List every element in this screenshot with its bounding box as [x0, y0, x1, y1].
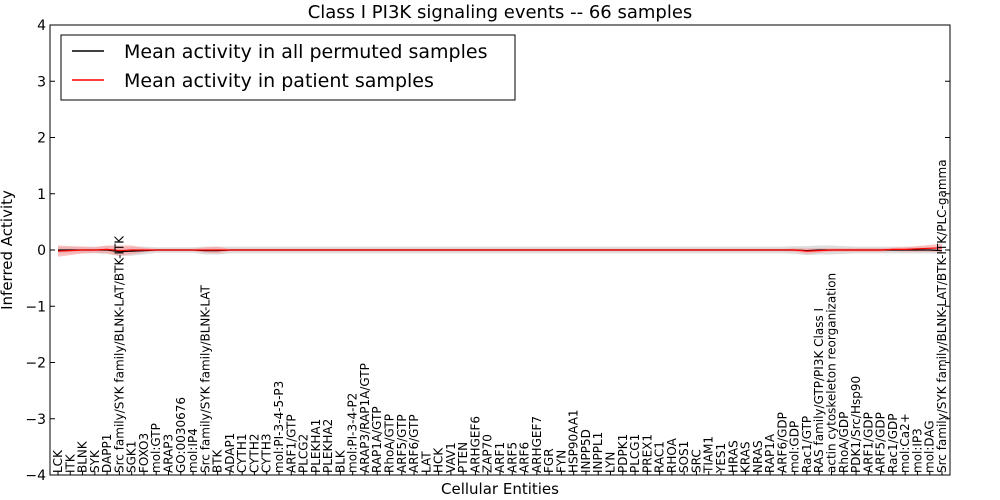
y-tick-label: −3: [25, 412, 46, 428]
plot-area: [57, 243, 943, 257]
x-tick-label: SOS1: [677, 441, 691, 473]
x-tick-label: CYTH2: [247, 434, 261, 474]
x-tick-label: TIAM1: [702, 436, 716, 474]
y-tick-label: −4: [25, 468, 46, 484]
x-tick-label: SGK1: [125, 441, 139, 473]
x-tick-label: GO:0030676: [174, 397, 188, 473]
legend: Mean activity in all permuted samples Mea…: [60, 34, 516, 101]
legend-box: [60, 34, 516, 101]
x-tick-label: FYN: [554, 450, 568, 473]
x-tick-label: Src family/SYK family/BLNK-LAT/BTK-ITK/P…: [935, 159, 949, 473]
x-tick-label: LYN: [604, 452, 618, 473]
x-tick-label: RAS family/GTP/PI3K Class I: [812, 308, 826, 473]
x-tick-label: Rac1/GDP: [886, 414, 900, 473]
x-tick-label: Src family/SYK family/BLNK-LAT/BTK-ITK: [112, 235, 126, 473]
legend-label: Mean activity in patient samples: [124, 70, 434, 92]
x-tick-label: mol:PI-3-4-P2: [346, 393, 360, 473]
x-tick-label: CYTH1: [235, 434, 249, 474]
x-tick-label: RAC1: [653, 441, 667, 473]
x-tick-label: HRAS: [726, 440, 740, 473]
x-tick-label: ARF1/GDP: [861, 412, 875, 473]
x-tick-label: ARF6/GDP: [775, 412, 789, 473]
x-tick-label: RhoA/GTP: [383, 414, 397, 473]
x-tick-label: ADAP1: [223, 433, 237, 473]
x-tick-label: PTEN: [456, 442, 470, 473]
x-tick-label: SYK: [88, 449, 102, 473]
x-tick-label: LCK: [51, 449, 65, 473]
legend-label: Mean activity in all permuted samples: [124, 41, 487, 63]
x-tick-label: PLCG1: [628, 434, 642, 473]
x-tick-label: mol:IP3: [910, 428, 924, 473]
x-tick-label: PLEKHA1: [309, 419, 323, 473]
x-tick-label: mol:Ca2+: [898, 413, 912, 473]
x-tick-label: NRAS: [751, 440, 765, 473]
x-tick-label: PDK1/Src/Hsp90: [849, 376, 863, 473]
x-tick-label: ARHGEF6: [468, 416, 482, 473]
x-tick-label: INPPL1: [591, 432, 605, 473]
x-tick-label: RAP1A/GTP: [370, 406, 384, 473]
x-tick-label: ARAP3: [162, 434, 176, 473]
x-tick-label: mol:PI-3-4-5-P3: [272, 381, 286, 473]
series-line-1: [57, 247, 943, 252]
x-tick-label: ARF5: [505, 442, 519, 473]
x-tick-label: LAT: [419, 451, 433, 473]
y-axis: 4 3 2 1 0 −1 −2 −3 −4: [25, 18, 950, 484]
x-tick-label: mol:GDP: [788, 421, 802, 473]
x-tick-label: CYTH3: [260, 434, 274, 474]
x-tick-label: ARF6: [518, 442, 532, 473]
x-tick-label: ZAP70: [481, 434, 495, 473]
x-tick-label: BTK: [211, 448, 225, 473]
x-tick-label: HSP90AA1: [567, 409, 581, 473]
x-tick-label: ARF5/GDP: [874, 412, 888, 473]
x-tick-label: PDPK1: [616, 434, 630, 473]
y-tick-label: 4: [37, 18, 46, 34]
x-tick-label: Rac1/GTP: [800, 416, 814, 473]
x-tick-label: VAV1: [444, 442, 458, 473]
x-tick-label: DAPP1: [100, 434, 114, 473]
x-tick-label: ARF1/GTP: [284, 414, 298, 473]
x-tick-label: PLCG2: [297, 434, 311, 473]
y-tick-label: −1: [25, 299, 46, 315]
x-tick-label: ARF6/GTP: [407, 414, 421, 473]
x-tick-label: ARF1: [493, 442, 507, 473]
x-tick-label: ARF5/GTP: [395, 414, 409, 473]
x-tick-label: ARHGEF7: [530, 416, 544, 473]
y-axis-label: Inferred Activity: [0, 190, 16, 310]
x-tick-label: ITK: [63, 453, 77, 473]
x-tick-label: mol:DAG: [923, 420, 937, 473]
x-tick-label: ARAP3/RAP1A/GTP: [358, 363, 372, 473]
x-tick-label: HCK: [432, 447, 446, 473]
y-tick-label: 1: [37, 187, 46, 203]
y-tick-label: −2: [25, 356, 46, 372]
x-tick-label: KRAS: [739, 441, 753, 473]
x-tick-label: BLK: [333, 449, 347, 473]
x-tick-label: PLEKHA2: [321, 419, 335, 473]
x-tick-label: BLNK: [76, 440, 90, 473]
x-tick-label: FOXO3: [137, 433, 151, 473]
x-tick-label: mol:IP4: [186, 428, 200, 473]
x-tick-label: SRC: [689, 449, 703, 473]
x-tick-label: FGR: [542, 448, 556, 473]
x-tick-label: actin cytoskeleton reorganization: [825, 273, 839, 473]
y-tick-label: 3: [37, 74, 46, 90]
x-tick-label: mol:GTP: [149, 423, 163, 473]
x-tick-label: YES1: [714, 443, 728, 474]
y-tick-label: 2: [37, 131, 46, 147]
x-tick-label: RAP1A: [763, 433, 777, 473]
x-tick-label: RhoA/GDP: [837, 412, 851, 473]
chart-title: Class I PI3K signaling events -- 66 samp…: [308, 2, 693, 23]
x-tick-label: RHOA: [665, 437, 679, 473]
x-axis-label: Cellular Entities: [441, 480, 559, 498]
x-tick-label: Src family/SYK family/BLNK-LAT: [198, 284, 212, 473]
x-tick-label: PREX1: [640, 434, 654, 473]
x-tick-label: INPP5D: [579, 429, 593, 473]
y-tick-label: 0: [37, 243, 46, 259]
